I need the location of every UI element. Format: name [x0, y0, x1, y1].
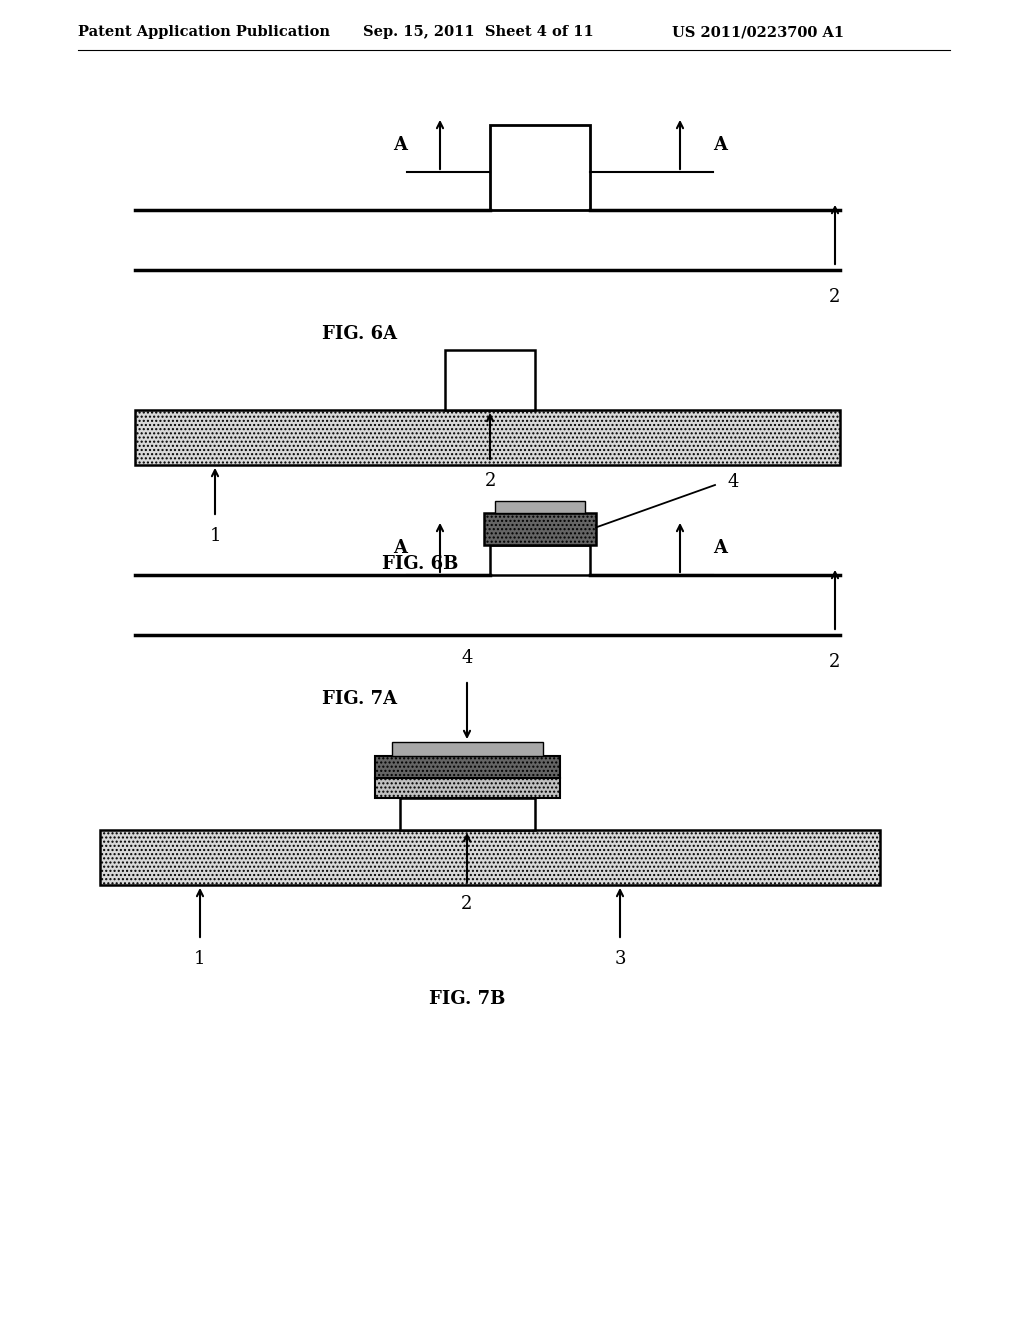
Text: A: A	[713, 136, 727, 154]
Text: 1: 1	[195, 950, 206, 968]
Bar	[495, 502, 585, 513]
Text: Sep. 15, 2011  Sheet 4 of 11: Sep. 15, 2011 Sheet 4 of 11	[362, 25, 594, 40]
Text: A: A	[393, 539, 407, 557]
Bar	[484, 513, 596, 545]
Text: US 2011/0223700 A1: US 2011/0223700 A1	[672, 25, 844, 40]
Bar	[400, 799, 535, 830]
Text: 4: 4	[462, 649, 473, 667]
Text: 3: 3	[614, 950, 626, 968]
Text: FIG. 6A: FIG. 6A	[323, 325, 397, 343]
Text: A: A	[713, 539, 727, 557]
Bar	[100, 830, 880, 884]
Text: 2: 2	[462, 895, 473, 913]
Text: 4: 4	[727, 473, 738, 491]
Text: Patent Application Publication: Patent Application Publication	[78, 25, 330, 40]
Bar	[445, 350, 535, 411]
Bar	[490, 545, 590, 576]
Bar	[375, 777, 560, 799]
Bar	[392, 742, 543, 756]
Bar	[375, 756, 560, 777]
Text: FIG. 7A: FIG. 7A	[323, 690, 397, 708]
Text: 2: 2	[484, 473, 496, 490]
Bar	[135, 411, 840, 465]
Text: FIG. 6B: FIG. 6B	[382, 554, 458, 573]
Text: A: A	[393, 136, 407, 154]
Text: FIG. 7B: FIG. 7B	[429, 990, 505, 1008]
Bar	[490, 125, 590, 210]
Text: 2: 2	[829, 653, 841, 671]
Text: 2: 2	[829, 288, 841, 306]
Text: 1: 1	[209, 527, 221, 545]
